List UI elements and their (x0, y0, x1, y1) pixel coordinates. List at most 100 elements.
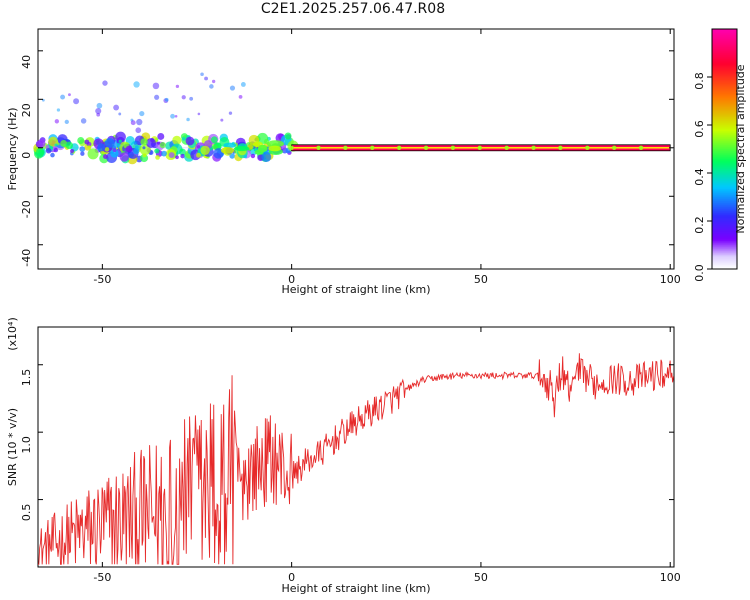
colorbar-slice (712, 129, 737, 132)
spectrogram-blob (142, 153, 147, 158)
colorbar-slice (712, 119, 737, 122)
spectrogram-line-node (531, 145, 536, 150)
colorbar-slice (712, 39, 737, 42)
colorbar-slice (712, 205, 737, 208)
colorbar-slice (712, 31, 737, 34)
colorbar-slice (712, 79, 737, 82)
spectrogram-x-tick-label: 0 (288, 273, 295, 286)
spectrogram-upper-blob (54, 119, 60, 124)
colorbar-slice (712, 117, 737, 120)
spectrogram-blob (116, 143, 121, 148)
spectrogram-blob (155, 155, 160, 160)
spectrogram-x-tick-label: 50 (474, 273, 488, 286)
spectrogram-blob (115, 131, 126, 143)
colorbar-slice (712, 33, 737, 36)
spectrogram-upper-blob (175, 84, 180, 89)
colorbar-slice (712, 91, 737, 94)
spectrogram-upper-blob (73, 98, 80, 105)
colorbar-slice (712, 137, 737, 140)
spectrogram-line-node (477, 145, 482, 150)
colorbar-slice (712, 193, 737, 196)
spectrogram-blob (161, 150, 167, 157)
spectrogram-line-node (558, 145, 563, 150)
spectrogram-line-node (370, 145, 375, 150)
spectrogram-upper-blob (154, 94, 160, 100)
colorbar-slice (712, 241, 737, 244)
snr-x-tick-label: 100 (660, 571, 681, 584)
spectrogram-blob (38, 148, 45, 155)
colorbar-slice (712, 47, 737, 50)
colorbar-slice (712, 103, 737, 106)
spectrogram-y-tick-label: 20 (20, 103, 33, 117)
spectrogram-upper-blob (113, 104, 120, 111)
colorbar-slice (712, 41, 737, 44)
colorbar-slice (712, 209, 737, 212)
colorbar-slice (712, 121, 737, 124)
spectrogram-line-node (611, 145, 617, 150)
spectrogram-blob (157, 132, 165, 140)
spectrogram-blob (200, 145, 210, 156)
colorbar-slice (712, 95, 737, 98)
spectrogram-upper-blob (220, 118, 224, 122)
colorbar-slice (712, 153, 737, 156)
spectrogram-transition-blob (220, 147, 235, 154)
spectrogram-x-tick-label: 100 (660, 273, 681, 286)
colorbar-slice (712, 61, 737, 64)
colorbar-slice (712, 219, 737, 222)
colorbar-slice (712, 237, 737, 240)
snr-scale-label: (x10⁴) (6, 317, 19, 351)
colorbar-slice (712, 127, 737, 130)
colorbar-slice (712, 165, 737, 168)
spectrogram-upper-blob (174, 114, 178, 118)
colorbar-slice (712, 157, 737, 160)
spectrogram-blob (172, 135, 182, 145)
snr-x-tick-label: -50 (93, 571, 111, 584)
colorbar-slice (712, 239, 737, 242)
colorbar-slice (712, 147, 737, 150)
colorbar-slice (712, 73, 737, 76)
spectrogram-blob (284, 132, 292, 140)
spectrogram-upper-blob (204, 76, 208, 81)
spectrogram-blob (45, 147, 52, 154)
colorbar-slice (712, 195, 737, 198)
colorbar-slice (712, 29, 737, 32)
colorbar-slice (712, 83, 737, 86)
colorbar-slice (712, 35, 737, 38)
colorbar-slice (712, 201, 737, 204)
snr-y-tick-label: 1.0 (20, 436, 33, 454)
colorbar-slice (712, 183, 737, 186)
spectrogram-blob (157, 141, 161, 145)
colorbar-slice (712, 207, 737, 210)
colorbar: 0.0 0.2 0.4 0.6 0.8 (693, 28, 738, 282)
colorbar-slice (712, 187, 737, 190)
spectrogram-upper-blob (181, 95, 186, 100)
colorbar-slice (712, 107, 737, 110)
spectrogram-blob (211, 136, 218, 144)
spectrogram-blob (87, 145, 91, 149)
spectrogram-blob (36, 139, 46, 148)
colorbar-slice (712, 141, 737, 144)
colorbar-slice (712, 135, 737, 138)
colorbar-slice (712, 223, 737, 226)
spectrogram-y-tick-label: 0 (20, 152, 33, 159)
colorbar-label: Normalized spectral amplitude (734, 64, 747, 233)
spectrogram-upper-blob (96, 112, 101, 117)
spectrogram-blob (119, 152, 129, 162)
colorbar-slice (712, 213, 737, 216)
colorbar-slice (712, 227, 737, 230)
colorbar-slice (712, 55, 737, 58)
spectrogram-blob (84, 139, 90, 145)
colorbar-slice (712, 85, 737, 88)
colorbar-slice (712, 99, 737, 102)
spectrogram-line-node (585, 145, 590, 150)
colorbar-slice (712, 133, 737, 136)
colorbar-slice (712, 53, 737, 56)
spectrogram-blob (53, 147, 59, 153)
colorbar-slice (712, 251, 737, 254)
colorbar-slice (712, 253, 737, 256)
spectrogram-plot: -50 0 50 100 -40 -20 0 20 40 (20, 29, 681, 286)
spectrogram-upper-blob (228, 111, 233, 115)
colorbar-slice (712, 67, 737, 70)
colorbar-slice (712, 203, 737, 206)
spectrogram-upper-blob (200, 72, 204, 77)
